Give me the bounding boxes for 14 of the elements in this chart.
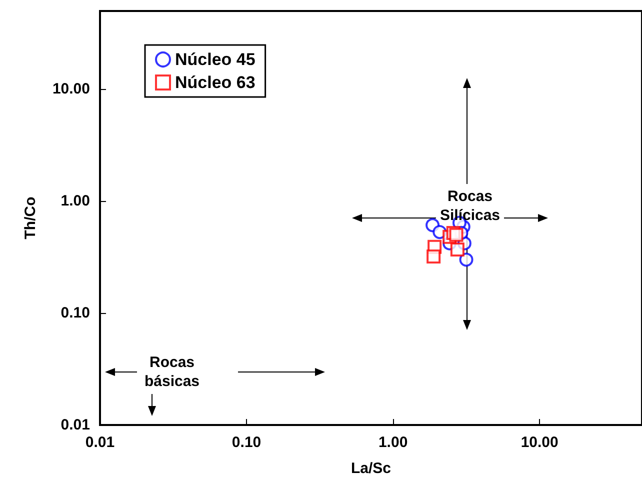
y-tick-label: 0.01 <box>60 416 90 434</box>
y-axis-title: Th/Co <box>22 196 39 240</box>
x-axis-title: La/Sc <box>350 460 392 477</box>
x-tick-label: 0.10 <box>232 434 262 451</box>
legend-label: Núcleo 45 <box>175 50 256 69</box>
x-tick-label: 1.00 <box>378 434 408 451</box>
y-tick-label: 1.00 <box>60 192 90 210</box>
legend-label: Núcleo 63 <box>175 73 256 92</box>
annotation: Rocas Silícicas <box>440 188 500 224</box>
x-tick-label: 0.01 <box>85 434 115 451</box>
y-tick-label: 0.10 <box>60 304 90 322</box>
annotation: Rocas básicas <box>144 354 200 390</box>
x-tick-label: 10.00 <box>520 434 558 451</box>
y-tick-label: 10.00 <box>52 80 90 98</box>
